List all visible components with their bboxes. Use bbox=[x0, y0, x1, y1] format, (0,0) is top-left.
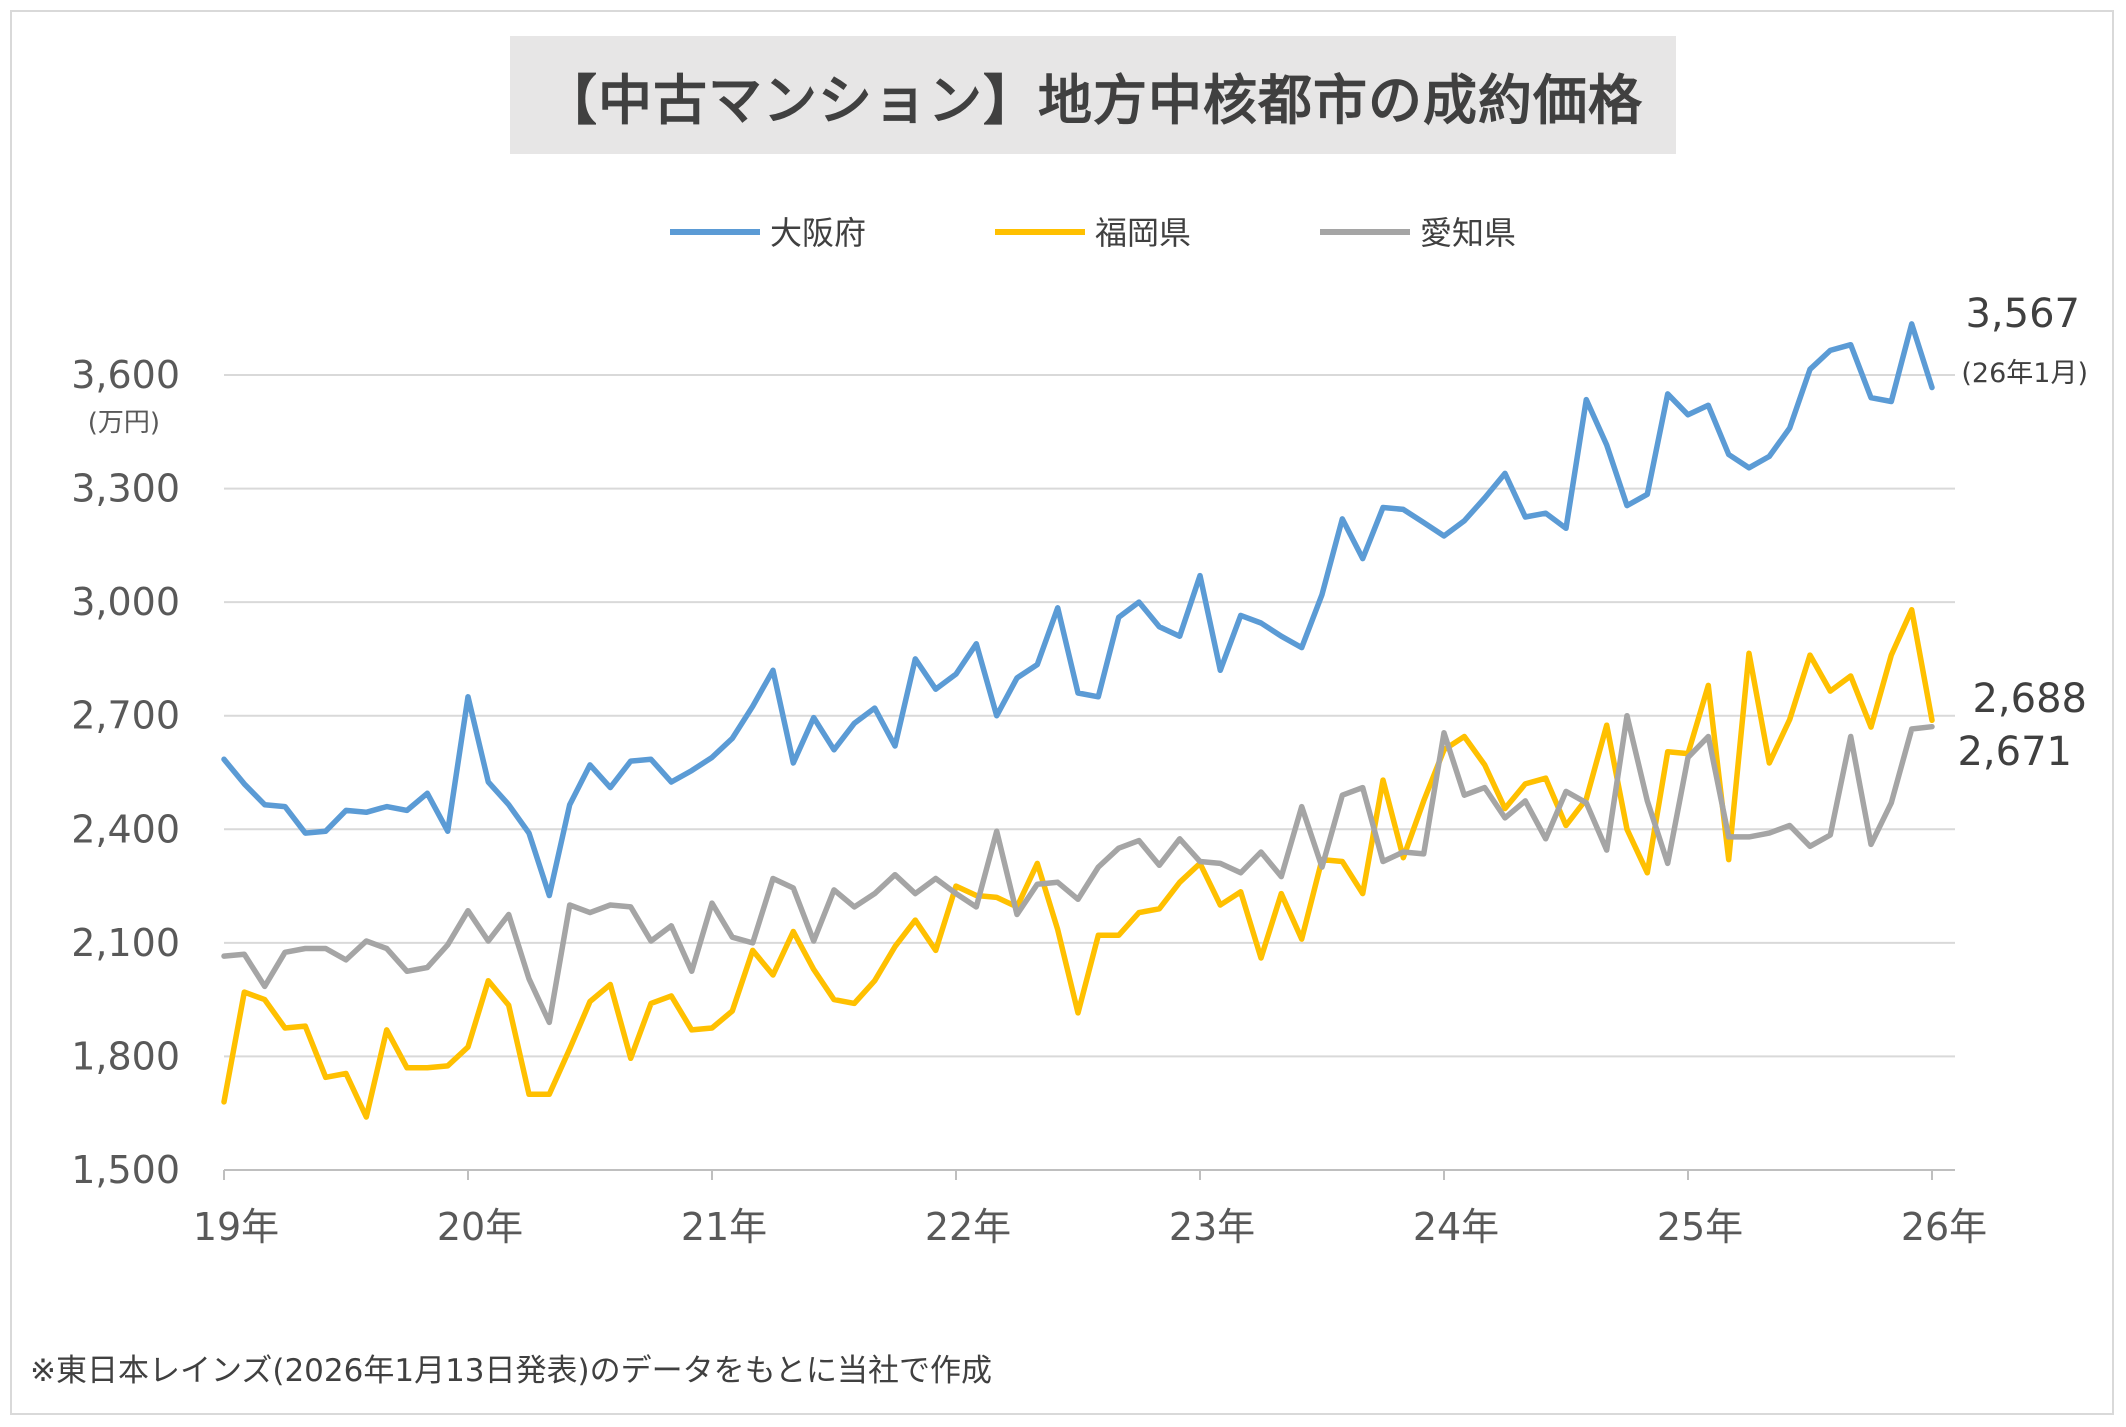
annotations: 3,567 (26年1月) 2,688 2,671 bbox=[1957, 291, 2088, 775]
y-tick-label: 3,000 bbox=[71, 580, 180, 624]
y-tick-label: 3,300 bbox=[71, 467, 180, 511]
annotation-note: (26年1月) bbox=[1961, 358, 2088, 389]
annotation-value: 3,567 bbox=[1965, 291, 2080, 337]
y-tick-label: 2,700 bbox=[71, 694, 180, 738]
x-tick-label: 23年 bbox=[1169, 1205, 1255, 1249]
y-tick-label: 2,100 bbox=[71, 921, 180, 965]
annotation-value: 2,671 bbox=[1957, 729, 2072, 775]
gridlines bbox=[224, 374, 1955, 1171]
x-tick-label: 26年 bbox=[1901, 1205, 1987, 1249]
legend-label: 愛知県 bbox=[1420, 214, 1516, 252]
x-tick-label: 24年 bbox=[1413, 1205, 1499, 1249]
y-unit-label: (万円) bbox=[88, 408, 160, 438]
chart-title: 【中古マンション】地方中核都市の成約価格 bbox=[543, 68, 1643, 132]
legend-label: 大阪府 bbox=[770, 214, 866, 252]
chart-title-box: 【中古マンション】地方中核都市の成約価格 bbox=[510, 36, 1676, 154]
y-tick-label: 1,500 bbox=[71, 1148, 180, 1192]
x-tick-label: 21年 bbox=[681, 1205, 767, 1249]
x-tick-label: 19年 bbox=[193, 1205, 279, 1249]
legend: 大阪府 福岡県 愛知県 bbox=[670, 214, 1516, 252]
series-line-大阪府 bbox=[221, 321, 1935, 899]
y-tick-label: 3,600 bbox=[71, 353, 180, 397]
x-tick-label: 20年 bbox=[437, 1205, 523, 1249]
x-tick-label: 22年 bbox=[925, 1205, 1011, 1249]
series-lines bbox=[221, 321, 1935, 1120]
chart-frame bbox=[10, 10, 2114, 1415]
axes: 1,500 1,800 2,100 2,400 2,700 3,000 3,300 3,600… bbox=[71, 353, 1987, 1249]
y-tick-label: 1,800 bbox=[71, 1034, 180, 1078]
annotation-value: 2,688 bbox=[1972, 676, 2087, 722]
source-note: ※東日本レインズ(2026年1月13日発表)のデータをもとに当社で作成 bbox=[30, 1353, 992, 1389]
y-tick-label: 2,400 bbox=[71, 807, 180, 851]
legend-label: 福岡県 bbox=[1095, 214, 1191, 252]
series-line-福岡県 bbox=[221, 606, 1935, 1120]
series-line-愛知県 bbox=[221, 712, 1935, 1026]
x-tick-label: 25年 bbox=[1657, 1205, 1743, 1249]
